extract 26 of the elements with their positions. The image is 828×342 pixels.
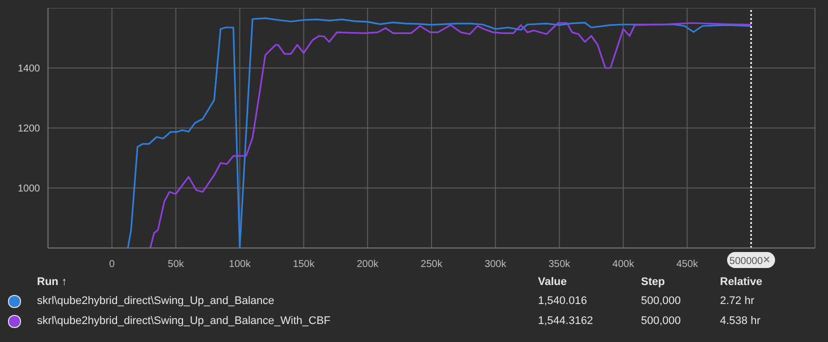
x-tick-label: 300k [484, 259, 508, 270]
legend-label: skrl\qube2hybrid_direct\Swing_Up_and_Balance [37, 295, 274, 307]
x-tick-label: 150k [292, 259, 316, 270]
y-tick-label: 1200 [18, 124, 40, 135]
legend-title: Run ↑ [37, 276, 67, 288]
x-tick-label: 50k [168, 259, 185, 270]
y-tick-label: 1000 [18, 184, 40, 195]
x-tick-label: 200k [356, 259, 380, 270]
y-tick-label: 1400 [18, 64, 40, 75]
x-tick-label: 450k [676, 259, 700, 270]
x-tick-label: 400k [612, 259, 636, 270]
x-tick-label: 0 [109, 259, 116, 270]
text: 4.538 hr [720, 315, 760, 327]
text: 1,540.016 [538, 295, 587, 307]
x-tick-label: 100k [228, 259, 252, 270]
text: 500,000 [641, 295, 681, 307]
text: Relative [720, 276, 762, 288]
text: Step [641, 276, 665, 288]
x-tick-label: 250k [420, 259, 444, 270]
legend-label: skrl\qube2hybrid_direct\Swing_Up_and_Balance_With_CBF [37, 315, 330, 327]
text: 1,544.3162 [538, 315, 594, 327]
text: 500,000 [641, 315, 681, 327]
ref-line-label: 500000 [729, 256, 764, 267]
text: 2.72 hr [720, 295, 754, 307]
text: Value [538, 276, 567, 288]
x-tick-label: 350k [548, 259, 572, 270]
